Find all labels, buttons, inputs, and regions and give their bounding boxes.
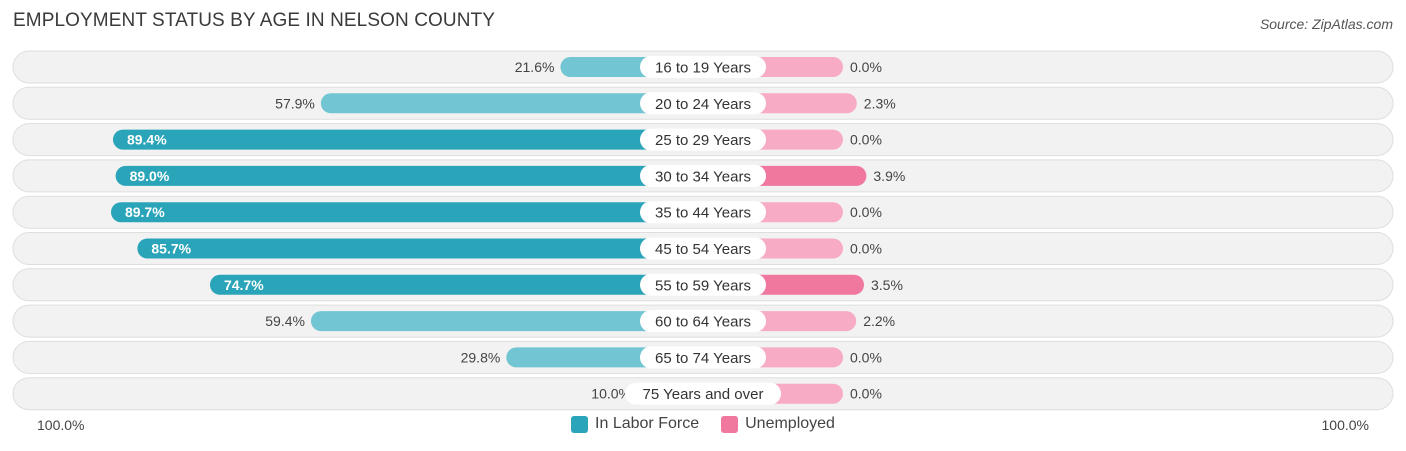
category-pill [640,237,766,260]
bar-labor-force [320,93,703,114]
bar-labor-force [209,274,704,295]
chart-title: EMPLOYMENT STATUS BY AGE IN NELSON COUNT… [13,10,496,31]
legend-item-unemployed[interactable]: Unemployed [721,415,835,433]
category-pill [640,310,766,333]
legend-swatch-labor-force [571,415,589,433]
legend-label-unemployed: Unemployed [745,415,835,432]
source-credit: Source: ZipAtlas.com [1259,16,1393,32]
bar-labor-force [110,202,704,223]
value-label-labor-force: 59.4% [265,313,305,329]
category-label: 75 Years and over [643,386,764,403]
category-pill [640,346,766,369]
value-label-labor-force: 89.0% [130,168,170,184]
category-pill [640,92,766,115]
value-label-labor-force: 57.9% [275,95,315,111]
category-label: 20 to 24 Years [655,96,751,113]
category-label: 60 to 64 Years [655,314,751,331]
value-label-unemployed: 0.0% [850,204,882,220]
category-pill [640,201,766,224]
value-label-labor-force: 21.6% [515,59,555,75]
value-label-unemployed: 2.2% [863,313,895,329]
bar-labor-force [112,129,703,150]
axis-left-label: 100.0% [37,417,85,433]
category-label: 45 to 54 Years [655,241,751,258]
value-label-labor-force: 89.7% [125,204,165,220]
value-label-labor-force: 89.4% [127,132,167,148]
value-label-unemployed: 0.0% [850,132,882,148]
legend-label-labor-force: In Labor Force [595,415,700,432]
category-label: 30 to 34 Years [655,168,751,185]
category-pill [640,273,766,296]
value-label-labor-force: 85.7% [151,241,191,257]
category-label: 55 to 59 Years [655,277,751,294]
bar-labor-force [310,311,703,332]
value-label-unemployed: 3.9% [873,168,905,184]
legend: In Labor Force Unemployed [0,415,1406,433]
legend-swatch-unemployed [721,415,739,433]
value-label-unemployed: 2.3% [864,95,896,111]
category-label: 65 to 74 Years [655,350,751,367]
value-label-unemployed: 0.0% [850,241,882,257]
value-label-unemployed: 0.0% [850,349,882,365]
category-pill [640,56,766,78]
category-pill [640,164,766,187]
bar-labor-force [137,238,703,259]
legend-item-labor-force[interactable]: In Labor Force [571,415,699,433]
value-label-labor-force: 74.7% [224,277,264,293]
category-pill [625,382,781,405]
axis-right-label: 100.0% [1321,417,1369,433]
category-label: 25 to 29 Years [655,132,751,149]
value-label-labor-force: 29.8% [461,349,501,365]
category-label: 16 to 19 Years [655,60,751,77]
category-pill [640,128,766,151]
bar-labor-force [115,165,704,186]
value-label-unemployed: 0.0% [850,386,882,402]
category-label: 35 to 44 Years [655,205,751,222]
value-label-unemployed: 0.0% [850,59,882,75]
value-label-labor-force: 10.0% [591,386,631,402]
value-label-unemployed: 3.5% [871,277,903,293]
